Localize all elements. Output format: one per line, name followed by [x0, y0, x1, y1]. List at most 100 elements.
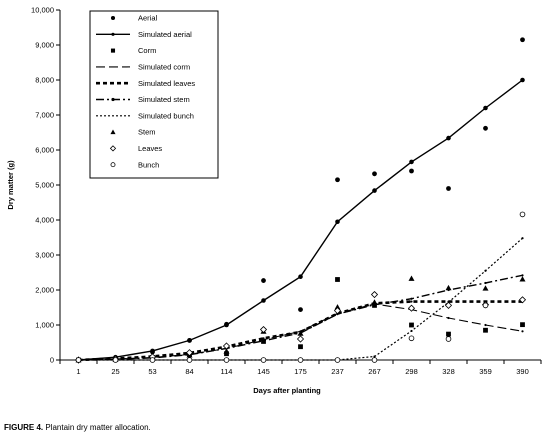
point-leaves: [222, 342, 231, 350]
point-simulated-stem: [484, 281, 487, 285]
legend-swatch-aerial: [110, 15, 116, 21]
legend-label-simulated-corm: Simulated corm: [138, 63, 190, 72]
legend-label-stem: Stem: [138, 128, 156, 137]
y-axis-title: Dry matter (g): [6, 160, 15, 210]
point-simulated-stem: [262, 339, 265, 342]
point-corm: [298, 344, 303, 350]
legend-label-simulated-bunch: Simulated bunch: [138, 111, 194, 120]
figure-caption-label: FIGURE 4.: [4, 423, 44, 432]
point-stem: [334, 304, 341, 310]
point-leaves: [333, 307, 342, 315]
x-tick-label: 390: [516, 367, 529, 376]
point-leaves: [407, 304, 416, 312]
y-tick-label: 9,000: [35, 41, 54, 50]
point-corm: [446, 331, 451, 337]
legend-label-aerial: Aerial: [138, 14, 158, 23]
legend-box: [89, 10, 219, 179]
point-stem: [445, 284, 452, 291]
y-tick-label: 3,000: [35, 251, 54, 260]
point-bunch: [519, 211, 526, 218]
point-simulated-aerial: [520, 77, 525, 83]
y-tick-label: 4,000: [35, 216, 54, 225]
point-bunch: [297, 357, 304, 363]
point-simulated-aerial: [483, 105, 488, 111]
point-simulated-aerial: [261, 298, 266, 303]
y-tick-label: 5,000: [35, 181, 54, 190]
x-axis-title: Days after planting: [253, 386, 321, 395]
point-stem: [519, 276, 526, 282]
y-tick-label: 1,000: [35, 321, 54, 330]
y-tick-label: 7,000: [35, 111, 54, 120]
point-bunch: [445, 336, 452, 342]
point-bunch: [408, 335, 415, 342]
point-aerial: [372, 171, 377, 177]
point-aerial: [520, 37, 525, 43]
point-bunch: [112, 357, 119, 363]
point-bunch: [334, 357, 341, 363]
x-tick-label: 328: [442, 367, 455, 376]
series-simulated-aerial: [76, 77, 525, 363]
figure-caption-text: Plantain dry matter allocation.: [45, 423, 151, 432]
x-tick-label: 145: [257, 367, 270, 376]
figure-caption: FIGURE 4. Plantain dry matter allocation…: [4, 423, 151, 432]
point-leaves: [296, 335, 305, 343]
point-corm: [335, 277, 340, 282]
point-simulated-bunch: [484, 269, 487, 272]
point-simulated-stem: [410, 297, 413, 300]
point-simulated-aerial: [409, 159, 414, 165]
point-leaves: [518, 296, 527, 304]
point-simulated-leaves: [410, 300, 413, 303]
x-tick-label: 1: [76, 367, 80, 376]
point-simulated-leaves: [262, 337, 265, 340]
y-tick-label: 0: [50, 356, 54, 365]
point-simulated-aerial: [335, 219, 340, 225]
x-tick-label: 53: [148, 367, 156, 376]
point-aerial: [298, 307, 303, 312]
legend-marker-simulated-aerial: [111, 32, 115, 36]
legend-label-leaves: Leaves: [138, 144, 162, 153]
point-simulated-aerial: [372, 188, 377, 193]
point-leaves: [259, 325, 268, 334]
y-tick-label: 10,000: [31, 6, 54, 15]
point-corm: [520, 322, 525, 328]
point-simulated-aerial: [446, 135, 451, 141]
point-bunch: [149, 357, 156, 363]
legend-swatch-bunch: [110, 162, 116, 168]
legend-label-corm: Corm: [138, 46, 156, 55]
legend-marker-simulated-stem: [111, 97, 115, 102]
legend-swatch-stem: [110, 129, 116, 135]
x-tick-label: 175: [294, 367, 307, 376]
chart-series: [74, 37, 527, 364]
point-bunch: [186, 357, 193, 363]
point-simulated-bunch: [373, 355, 376, 358]
point-aerial: [446, 186, 451, 191]
x-tick-label: 114: [221, 367, 233, 376]
point-aerial: [409, 168, 414, 174]
x-tick-label: 237: [331, 367, 344, 376]
point-aerial: [483, 125, 488, 131]
point-bunch: [223, 357, 230, 363]
x-tick-label: 267: [368, 367, 381, 376]
series-bunch: [75, 211, 526, 363]
legend-label-simulated-leaves: Simulated leaves: [138, 79, 195, 88]
point-leaves: [185, 349, 194, 357]
point-aerial: [261, 278, 266, 283]
x-tick-label: 25: [111, 367, 119, 376]
y-tick-label: 2,000: [35, 286, 54, 295]
point-stem: [223, 348, 230, 354]
chart-axes: 0 1,000 2,000 3,000 4,000 5,000 6,000 7,000 8,00…: [31, 6, 542, 376]
point-simulated-stem: [521, 274, 524, 277]
point-simulated-bunch: [410, 329, 413, 333]
point-simulated-aerial: [150, 348, 155, 354]
legend-label-bunch: Bunch: [138, 160, 159, 169]
point-simulated-aerial: [224, 322, 229, 328]
legend-label-simulated-stem: Simulated stem: [138, 95, 190, 104]
point-simulated-bunch: [521, 237, 524, 240]
point-stem: [408, 275, 415, 281]
point-stem: [371, 299, 378, 305]
point-simulated-corm: [521, 330, 524, 333]
point-aerial: [335, 177, 340, 183]
point-simulated-aerial: [187, 338, 192, 343]
chart-legend: Aerial Simulated aerial Corm Simulated corm…: [89, 10, 219, 179]
legend-swatch-corm: [110, 48, 116, 53]
